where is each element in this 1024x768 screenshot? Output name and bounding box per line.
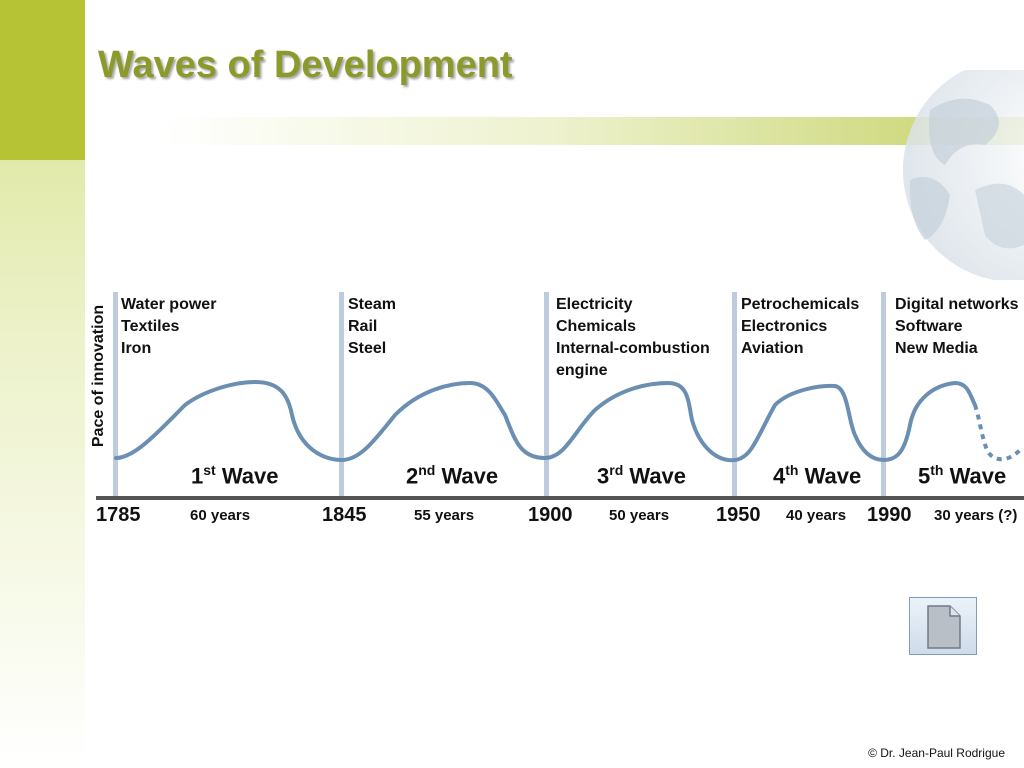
- tech-item: Aviation: [741, 340, 804, 357]
- wave-ordinal: th: [785, 462, 799, 478]
- wave-number: 4: [773, 463, 786, 489]
- tech-item: Electricity: [556, 296, 633, 313]
- wave-label-4: 4th Wave: [773, 462, 861, 489]
- innovation-curve-projection: [973, 404, 1022, 462]
- duration-label: 55 years: [414, 507, 475, 524]
- globe-icon: [903, 70, 1024, 280]
- copyright-text: © Dr. Jean-Paul Rodrigue: [868, 746, 1005, 760]
- wave-label-5: 5th Wave: [918, 462, 1006, 489]
- tech-item: Internal-combustion: [556, 340, 710, 357]
- tech-item: Steel: [348, 340, 387, 357]
- wave-divider-1990: [881, 292, 886, 498]
- wave-ordinal: nd: [418, 462, 436, 478]
- year-label: 1990: [867, 504, 912, 526]
- wave-label-3: 3rd Wave: [597, 462, 686, 489]
- wave-5-technologies: Digital networks Software New Media: [895, 294, 1024, 360]
- tech-item: Water power: [121, 296, 217, 313]
- wave-word: Wave: [949, 463, 1007, 489]
- wave-divider-1785: [113, 292, 118, 498]
- tech-item: Chemicals: [556, 318, 637, 335]
- wave-4-technologies: Petrochemicals Electronics Aviation: [741, 294, 859, 360]
- tech-item: Textiles: [121, 318, 180, 335]
- wave-2-technologies: Steam Rail Steel: [348, 294, 396, 360]
- tech-item: Rail: [348, 318, 378, 335]
- wave-1-technologies: Water power Textiles Iron: [121, 294, 216, 360]
- wave-word: Wave: [629, 463, 687, 489]
- wave-number: 2: [406, 463, 419, 489]
- duration-label: 30 years (?): [934, 507, 1018, 524]
- title-underline-bar: [160, 117, 1024, 145]
- duration-label: 40 years: [786, 507, 847, 524]
- wave-divider-1950: [732, 292, 737, 498]
- wave-divider-1845: [339, 292, 344, 498]
- tech-item: New Media: [895, 340, 978, 357]
- duration-label: 50 years: [609, 507, 670, 524]
- tech-item: Software: [895, 318, 963, 335]
- year-label: 1900: [528, 504, 573, 526]
- wave-number: 1: [191, 463, 204, 489]
- tech-item: Electronics: [741, 318, 828, 335]
- wave-ordinal: rd: [609, 462, 624, 478]
- tech-item: Iron: [121, 340, 152, 357]
- innovation-curve-solid: [114, 379, 977, 463]
- wave-word: Wave: [221, 463, 279, 489]
- document-button[interactable]: [909, 597, 977, 655]
- duration-label: 60 years: [190, 507, 251, 524]
- wave-number: 5: [918, 463, 931, 489]
- year-label: 1785: [96, 504, 141, 526]
- wave-word: Wave: [804, 463, 862, 489]
- tech-item: Petrochemicals: [741, 296, 860, 313]
- year-label: 1845: [322, 504, 367, 526]
- tech-item: engine: [556, 362, 608, 379]
- document-icon: [927, 605, 961, 649]
- tech-item: Steam: [348, 296, 397, 313]
- wave-label-2: 2nd Wave: [406, 462, 498, 489]
- wave-ordinal: th: [930, 462, 944, 478]
- tech-item: Digital networks: [895, 296, 1019, 313]
- wave-divider-1900: [544, 292, 549, 498]
- year-label: 1950: [716, 504, 761, 526]
- left-accent-block: [0, 0, 85, 160]
- wave-word: Wave: [441, 463, 499, 489]
- slide-title: Waves of Development: [98, 44, 513, 86]
- wave-label-1: 1st Wave: [191, 462, 278, 489]
- timeline-axis: [96, 496, 1024, 500]
- wave-number: 3: [597, 463, 610, 489]
- wave-ordinal: st: [203, 462, 216, 478]
- wave-3-technologies: Electricity Chemicals Internal-combustio…: [556, 294, 710, 382]
